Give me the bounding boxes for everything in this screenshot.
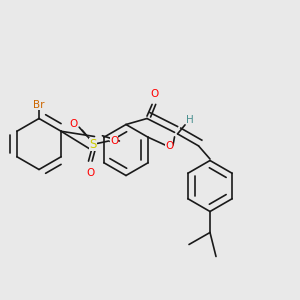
Text: O: O (110, 136, 118, 146)
Text: H: H (186, 116, 194, 125)
Text: O: O (165, 141, 173, 151)
Text: O: O (69, 119, 77, 129)
Text: Br: Br (33, 100, 45, 110)
Text: O: O (86, 168, 94, 178)
Text: O: O (150, 88, 159, 99)
Text: S: S (89, 137, 97, 151)
